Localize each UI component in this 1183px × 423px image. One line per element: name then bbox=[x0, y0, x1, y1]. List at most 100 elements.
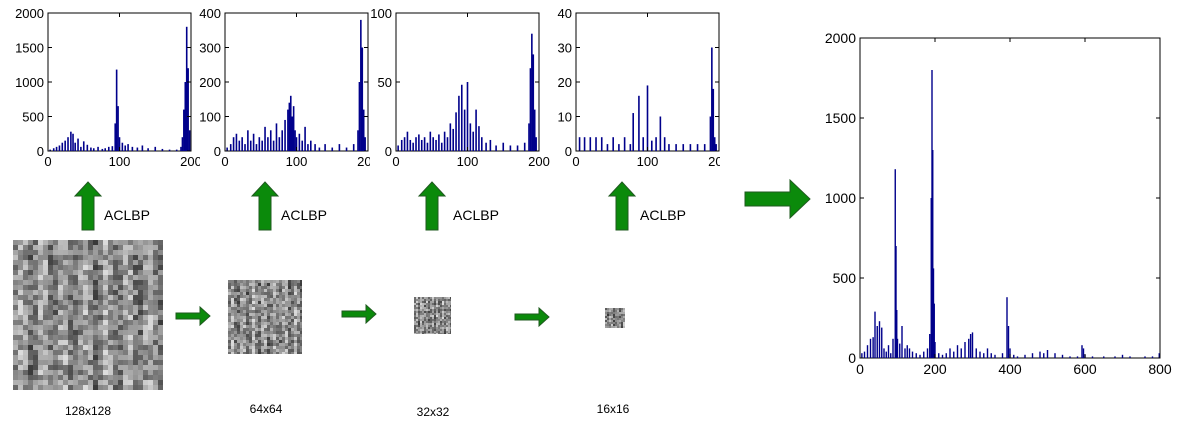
histogram-bar bbox=[452, 128, 454, 151]
histogram-bar bbox=[247, 130, 249, 151]
up-arrow-icon-2 bbox=[250, 181, 280, 231]
histogram-bar bbox=[1151, 356, 1154, 358]
histogram-bar bbox=[642, 137, 645, 151]
histogram-bar bbox=[235, 133, 238, 151]
histogram-bar bbox=[1061, 354, 1064, 358]
aclbp-label-3: ACLBP bbox=[453, 207, 499, 223]
histogram-bar bbox=[449, 123, 452, 151]
histogram-bar bbox=[1076, 356, 1079, 358]
histogram-bar bbox=[618, 144, 620, 151]
histogram-bar bbox=[423, 137, 426, 151]
histogram-bar bbox=[968, 338, 970, 358]
plot-frame bbox=[859, 37, 1161, 359]
histogram-bar bbox=[409, 139, 412, 151]
histogram-bar bbox=[118, 137, 121, 151]
histogram-bar bbox=[892, 338, 894, 358]
histogram-bar bbox=[890, 353, 892, 358]
histogram-bar bbox=[92, 148, 95, 151]
histogram-bar bbox=[1129, 356, 1131, 358]
histogram-bar bbox=[72, 133, 74, 151]
histogram-bar bbox=[901, 326, 903, 358]
y-tick-label: 30 bbox=[558, 41, 572, 56]
histogram-bar bbox=[485, 142, 487, 151]
histogram-bar bbox=[418, 134, 420, 151]
y-tick-label: 1000 bbox=[15, 75, 44, 90]
histogram-bar bbox=[595, 137, 597, 151]
histogram-bar bbox=[509, 145, 512, 151]
texture-32 bbox=[414, 297, 451, 334]
histogram-bar bbox=[310, 140, 312, 151]
histogram-bar bbox=[154, 146, 157, 151]
histogram-bar bbox=[911, 351, 914, 358]
caption-128: 128x128 bbox=[64, 404, 112, 418]
histogram-bar bbox=[923, 351, 925, 358]
histogram-bar bbox=[80, 146, 82, 151]
aclbp-label-4: ACLBP bbox=[640, 207, 686, 223]
histogram-bar bbox=[495, 145, 497, 151]
plot-frame bbox=[47, 12, 192, 152]
x-tick-label: 100 bbox=[457, 154, 479, 169]
histogram-bar bbox=[90, 147, 92, 151]
histogram-bar bbox=[874, 311, 876, 358]
histogram-bar bbox=[971, 332, 974, 358]
histogram-bar bbox=[682, 144, 685, 151]
histogram-bar bbox=[412, 142, 414, 151]
histogram-bar bbox=[969, 334, 972, 358]
histogram-bar bbox=[1031, 353, 1034, 358]
histogram-bar bbox=[74, 142, 76, 151]
histogram-bar bbox=[187, 68, 189, 151]
histogram-bar bbox=[358, 82, 361, 151]
histogram-bar bbox=[184, 82, 187, 151]
histogram-bar bbox=[77, 138, 79, 151]
histogram-bar bbox=[949, 348, 951, 358]
histogram-bar bbox=[188, 130, 191, 151]
histogram-bar bbox=[689, 144, 692, 151]
histogram-combined: 0 500 1000 1500 2000 0 200 400 600 800 bbox=[825, 30, 1172, 377]
histogram-bar bbox=[232, 137, 235, 151]
histogram-bar bbox=[1046, 350, 1049, 358]
histogram-bar bbox=[1069, 356, 1071, 358]
histogram-bar bbox=[964, 342, 966, 358]
histogram-bar bbox=[1114, 356, 1116, 358]
right-arrow-icon-1 bbox=[175, 305, 211, 327]
x-tick-label: 200 bbox=[708, 154, 720, 169]
up-arrow-icon-3 bbox=[417, 181, 447, 231]
x-tick-label: 200 bbox=[923, 361, 947, 377]
y-tick-label: 100 bbox=[199, 110, 221, 125]
x-tick-label: 0 bbox=[392, 154, 399, 169]
histogram-bar bbox=[932, 150, 934, 358]
histogram-bar bbox=[429, 131, 432, 151]
histogram-bar bbox=[241, 137, 243, 151]
histogram-bar bbox=[931, 70, 933, 358]
histogram-bar bbox=[533, 109, 536, 151]
histogram-bar bbox=[181, 137, 184, 151]
histogram-bar bbox=[934, 342, 936, 358]
histogram-bar bbox=[475, 109, 477, 151]
histogram-bar bbox=[117, 106, 119, 151]
histogram-bar bbox=[956, 345, 959, 358]
histogram-bar bbox=[863, 351, 866, 358]
plot-frame bbox=[224, 12, 369, 152]
histogram-bar bbox=[1158, 353, 1160, 358]
histogram-bar bbox=[894, 169, 896, 358]
histogram-bar bbox=[899, 343, 901, 358]
big-right-arrow-icon bbox=[744, 178, 811, 220]
histogram-bar bbox=[990, 353, 992, 358]
histogram-bar bbox=[107, 146, 110, 151]
y-tick-label: 0 bbox=[848, 350, 856, 366]
histogram-bar bbox=[438, 134, 440, 151]
histogram-bar bbox=[458, 95, 460, 151]
y-tick-label: 0 bbox=[385, 144, 392, 159]
texture-pixels bbox=[605, 308, 625, 328]
histogram-bar bbox=[114, 123, 117, 151]
y-tick-label: 1500 bbox=[15, 41, 44, 56]
histogram-bar bbox=[466, 82, 469, 151]
aclbp-label-1: ACLBP bbox=[104, 207, 150, 223]
histogram-bar bbox=[115, 69, 118, 151]
texture-16 bbox=[605, 308, 625, 328]
histogram-bar bbox=[1121, 354, 1124, 358]
histogram-bar bbox=[455, 112, 457, 151]
histogram-bar bbox=[861, 353, 863, 358]
caption-64: 64x64 bbox=[249, 402, 283, 416]
histogram-bar bbox=[55, 146, 58, 151]
